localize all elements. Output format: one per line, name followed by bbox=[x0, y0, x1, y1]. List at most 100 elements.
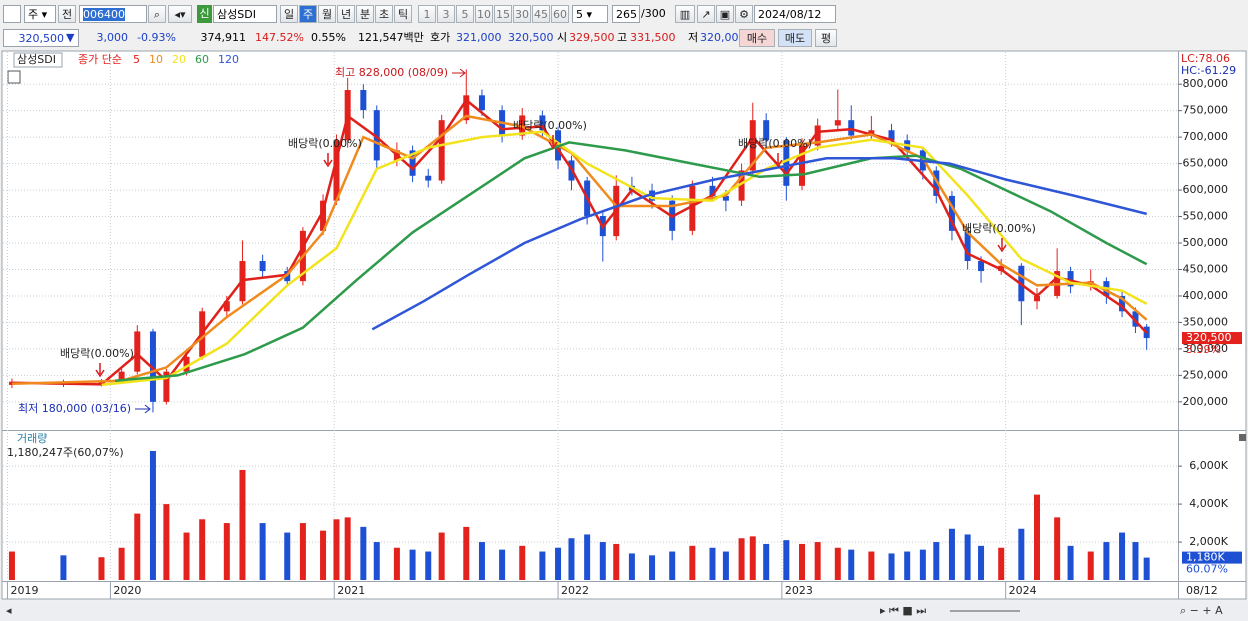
menu-icon[interactable] bbox=[3, 5, 21, 23]
scrollbar bbox=[0, 601, 1248, 621]
count[interactable]: 265 bbox=[612, 5, 640, 23]
scroll-left[interactable]: ◂ bbox=[6, 604, 12, 617]
interval-button[interactable]: 45 bbox=[532, 5, 550, 23]
period-button[interactable]: 분 bbox=[356, 5, 374, 23]
settings-button[interactable]: ⚙ bbox=[735, 5, 753, 23]
y-tick-label: 300,000 bbox=[1183, 342, 1229, 355]
candle-body bbox=[948, 195, 955, 231]
interval-button[interactable]: 5 bbox=[456, 5, 474, 23]
candle-body bbox=[259, 261, 266, 272]
candle-body bbox=[134, 331, 141, 372]
legend-ma: 20 bbox=[172, 53, 186, 66]
candle-body bbox=[320, 200, 327, 231]
volume-bar bbox=[134, 513, 141, 580]
period-button[interactable]: 년 bbox=[337, 5, 355, 23]
chart-frame bbox=[1, 50, 1247, 600]
avg-button[interactable]: 평 bbox=[815, 29, 837, 47]
legend-title: 삼성SDI bbox=[17, 53, 56, 66]
table-icon[interactable] bbox=[7, 70, 21, 84]
volume-bar bbox=[1119, 532, 1126, 580]
sound-button[interactable]: ◂▾ bbox=[168, 5, 192, 23]
x-tick-label: 2020 bbox=[113, 584, 141, 597]
volume-bar bbox=[539, 551, 546, 580]
new-badge: 신 bbox=[197, 5, 212, 23]
candle-body bbox=[763, 120, 770, 141]
prev-button[interactable]: 전 bbox=[58, 5, 76, 23]
candle-body bbox=[149, 331, 156, 402]
interval-button[interactable]: 1 bbox=[418, 5, 436, 23]
candle-body bbox=[814, 125, 821, 146]
date-input[interactable]: 2024/08/12 bbox=[754, 5, 836, 23]
volume-bar bbox=[438, 532, 445, 580]
volume-bar bbox=[499, 549, 506, 580]
volume-bar bbox=[183, 532, 190, 580]
moving-average bbox=[101, 130, 1148, 387]
volume: 374,911 bbox=[200, 31, 247, 44]
volume-bar bbox=[584, 534, 591, 580]
volume-bar bbox=[8, 551, 15, 580]
interval-button[interactable]: 15 bbox=[494, 5, 512, 23]
volume-bar bbox=[409, 549, 416, 580]
volume-bar bbox=[888, 553, 895, 580]
panel-close[interactable] bbox=[1239, 434, 1246, 441]
dividend-marker bbox=[997, 238, 1007, 253]
volume-bar bbox=[199, 519, 206, 580]
interval-button[interactable]: 30 bbox=[513, 5, 531, 23]
y-tick-label: 400,000 bbox=[1183, 289, 1229, 302]
period-button[interactable]: 주 bbox=[299, 5, 317, 23]
candle-body bbox=[333, 140, 340, 201]
period-button[interactable]: 일 bbox=[280, 5, 298, 23]
zoom-controls[interactable]: ⌕ − + A bbox=[1180, 604, 1223, 617]
interval-select[interactable]: 5 ▾ bbox=[572, 5, 608, 23]
last-volume-pct: 60.07% bbox=[1186, 563, 1228, 576]
volume-bar bbox=[1087, 551, 1094, 580]
tool-button[interactable]: ▥ bbox=[675, 5, 695, 23]
candle-body bbox=[964, 230, 971, 262]
volume-bar bbox=[163, 504, 170, 580]
volume-bar bbox=[948, 528, 955, 580]
panel-title: 거래량 bbox=[17, 432, 47, 445]
bid-ask-label: 호가 bbox=[430, 31, 451, 44]
ask: 321,000 bbox=[456, 31, 502, 44]
indicator: HC:-61.29 bbox=[1181, 64, 1236, 77]
market-select[interactable]: 주 ▾ bbox=[24, 5, 56, 23]
candle-body bbox=[425, 175, 432, 181]
change: 3,000 bbox=[96, 31, 129, 44]
candle-body bbox=[8, 381, 15, 385]
period-button[interactable]: 초 bbox=[375, 5, 393, 23]
volume-bar bbox=[360, 526, 367, 580]
volume-bar bbox=[259, 523, 266, 580]
volume-bar bbox=[834, 547, 841, 580]
indicator: LC:78.06 bbox=[1181, 52, 1230, 65]
candle-body bbox=[373, 110, 380, 161]
y-tick-label: 2,000K bbox=[1189, 535, 1228, 548]
candle-body bbox=[360, 90, 367, 111]
sell-button[interactable]: 매도 bbox=[778, 29, 812, 47]
search-button[interactable]: ⌕ bbox=[148, 5, 166, 23]
interval-button[interactable]: 10 bbox=[475, 5, 493, 23]
last-volume-box bbox=[1182, 551, 1242, 564]
scroll-controls[interactable]: ▸ ⏮ ■ ⏭ bbox=[880, 604, 926, 617]
volume-bar bbox=[223, 523, 230, 580]
candle-body bbox=[1119, 295, 1126, 312]
volume-bar bbox=[628, 553, 635, 580]
candle-body bbox=[799, 145, 805, 186]
annotation: 배당락(0.00%) bbox=[962, 222, 1036, 235]
moving-average bbox=[114, 141, 1148, 382]
tool-button[interactable]: ↗ bbox=[697, 5, 715, 23]
volume-bar bbox=[344, 517, 351, 580]
volume-bar bbox=[599, 542, 606, 580]
period-button[interactable]: 월 bbox=[318, 5, 336, 23]
buy-button[interactable]: 매수 bbox=[739, 29, 775, 47]
interval-button[interactable]: 60 bbox=[551, 5, 569, 23]
code-input[interactable]: 006400 bbox=[79, 5, 147, 23]
price: 320,500 bbox=[3, 29, 79, 47]
moving-average bbox=[11, 98, 1148, 386]
y-tick-label: 700,000 bbox=[1183, 130, 1229, 143]
candle-body bbox=[1067, 271, 1074, 287]
tool-button[interactable]: ▣ bbox=[716, 5, 734, 23]
annotation: 최고 828,000 (08/09) bbox=[335, 66, 448, 79]
volume-bar bbox=[814, 542, 821, 580]
interval-button[interactable]: 3 bbox=[437, 5, 455, 23]
period-button[interactable]: 틱 bbox=[394, 5, 412, 23]
